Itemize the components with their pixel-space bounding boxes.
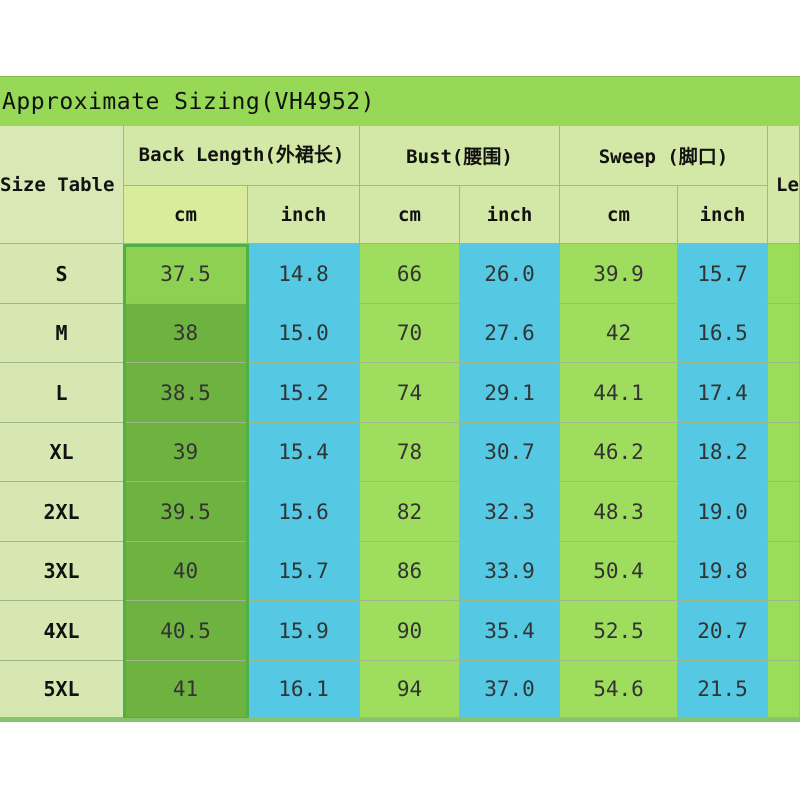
partial-column-header: Le — [768, 126, 800, 244]
size-label: M — [0, 304, 124, 363]
sweep-inch-cell[interactable]: 18.2 — [678, 423, 768, 482]
table-title: Approximate Sizing(VH4952) — [0, 76, 800, 126]
sweep-cm-cell[interactable]: 39.9 — [560, 244, 678, 304]
unit-header-bust-inch: inch — [460, 186, 560, 244]
size-label: S — [0, 244, 124, 304]
sweep-inch-cell[interactable]: 16.5 — [678, 304, 768, 363]
size-label: XL — [0, 423, 124, 482]
back-length-inch-cell[interactable]: 15.4 — [248, 423, 360, 482]
bust-inch-cell[interactable]: 29.1 — [460, 363, 560, 423]
partial-column-cell[interactable] — [768, 363, 800, 423]
back-length-cm-cell[interactable]: 39 — [124, 423, 248, 482]
sweep-inch-cell[interactable]: 15.7 — [678, 244, 768, 304]
sweep-cm-cell[interactable]: 52.5 — [560, 601, 678, 661]
back-length-inch-cell[interactable]: 15.7 — [248, 542, 360, 601]
size-label: 4XL — [0, 601, 124, 661]
size-label: 5XL — [0, 661, 124, 718]
back-length-cm-cell[interactable]: 39.5 — [124, 482, 248, 542]
back-length-cm-cell[interactable]: 38 — [124, 304, 248, 363]
bust-cm-cell[interactable]: 78 — [360, 423, 460, 482]
sweep-cm-cell[interactable]: 44.1 — [560, 363, 678, 423]
partial-column-cell[interactable] — [768, 304, 800, 363]
bust-cm-cell[interactable]: 86 — [360, 542, 460, 601]
unit-header-bust-cm: cm — [360, 186, 460, 244]
size-label: L — [0, 363, 124, 423]
sweep-inch-cell[interactable]: 19.8 — [678, 542, 768, 601]
back-length-inch-cell[interactable]: 15.2 — [248, 363, 360, 423]
sweep-inch-cell[interactable]: 20.7 — [678, 601, 768, 661]
unit-header-sweep-inch: inch — [678, 186, 768, 244]
back-length-inch-cell[interactable]: 15.9 — [248, 601, 360, 661]
sweep-cm-cell[interactable]: 42 — [560, 304, 678, 363]
size-label: 3XL — [0, 542, 124, 601]
sweep-cm-cell[interactable]: 46.2 — [560, 423, 678, 482]
partial-column-cell[interactable] — [768, 661, 800, 718]
bust-inch-cell[interactable]: 30.7 — [460, 423, 560, 482]
sweep-cm-cell[interactable]: 48.3 — [560, 482, 678, 542]
sweep-inch-cell[interactable]: 19.0 — [678, 482, 768, 542]
back-length-inch-cell[interactable]: 14.8 — [248, 244, 360, 304]
partial-column-cell[interactable] — [768, 423, 800, 482]
bust-inch-cell[interactable]: 37.0 — [460, 661, 560, 718]
unit-header-back-inch: inch — [248, 186, 360, 244]
partial-column-cell[interactable] — [768, 244, 800, 304]
sweep-inch-cell[interactable]: 21.5 — [678, 661, 768, 718]
bust-cm-cell[interactable]: 94 — [360, 661, 460, 718]
back-length-cm-cell[interactable]: 38.5 — [124, 363, 248, 423]
sweep-cm-cell[interactable]: 54.6 — [560, 661, 678, 718]
sweep-header: Sweep (脚口) — [560, 126, 768, 186]
bust-cm-cell[interactable]: 90 — [360, 601, 460, 661]
back-length-header: Back Length(外裙长) — [124, 126, 360, 186]
bust-cm-cell[interactable]: 70 — [360, 304, 460, 363]
bust-cm-cell[interactable]: 82 — [360, 482, 460, 542]
back-length-inch-cell[interactable]: 15.0 — [248, 304, 360, 363]
partial-column-cell[interactable] — [768, 482, 800, 542]
partial-column-cell[interactable] — [768, 601, 800, 661]
unit-header-back-cm: cm — [124, 186, 248, 244]
back-length-cm-cell[interactable]: 41 — [124, 661, 248, 718]
size-label: 2XL — [0, 482, 124, 542]
back-length-inch-cell[interactable]: 16.1 — [248, 661, 360, 718]
bust-header: Bust(腰围) — [360, 126, 560, 186]
bust-inch-cell[interactable]: 33.9 — [460, 542, 560, 601]
bust-inch-cell[interactable]: 26.0 — [460, 244, 560, 304]
bust-cm-cell[interactable]: 74 — [360, 363, 460, 423]
bust-cm-cell[interactable]: 66 — [360, 244, 460, 304]
sweep-cm-cell[interactable]: 50.4 — [560, 542, 678, 601]
bust-inch-cell[interactable]: 27.6 — [460, 304, 560, 363]
bust-inch-cell[interactable]: 32.3 — [460, 482, 560, 542]
back-length-cm-cell[interactable]: 40 — [124, 542, 248, 601]
back-length-cm-cell[interactable]: 40.5 — [124, 601, 248, 661]
bust-inch-cell[interactable]: 35.4 — [460, 601, 560, 661]
partial-column-cell[interactable] — [768, 542, 800, 601]
table-bottom-border — [0, 718, 800, 722]
back-length-inch-cell[interactable]: 15.6 — [248, 482, 360, 542]
back-length-cm-cell[interactable]: 37.5 — [124, 244, 248, 304]
unit-header-sweep-cm: cm — [560, 186, 678, 244]
sweep-inch-cell[interactable]: 17.4 — [678, 363, 768, 423]
size-table-header: Size Table — [0, 126, 124, 244]
